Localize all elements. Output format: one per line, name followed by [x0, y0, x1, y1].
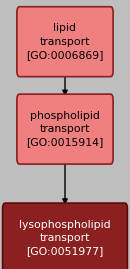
Text: lipid
transport
[GO:0006869]: lipid transport [GO:0006869]	[26, 23, 104, 60]
Text: lysophospholipid
transport
[GO:0051977]: lysophospholipid transport [GO:0051977]	[19, 220, 111, 256]
FancyBboxPatch shape	[3, 203, 127, 269]
FancyBboxPatch shape	[17, 94, 113, 164]
Text: phospholipid
transport
[GO:0015914]: phospholipid transport [GO:0015914]	[26, 111, 104, 147]
FancyBboxPatch shape	[17, 7, 113, 77]
